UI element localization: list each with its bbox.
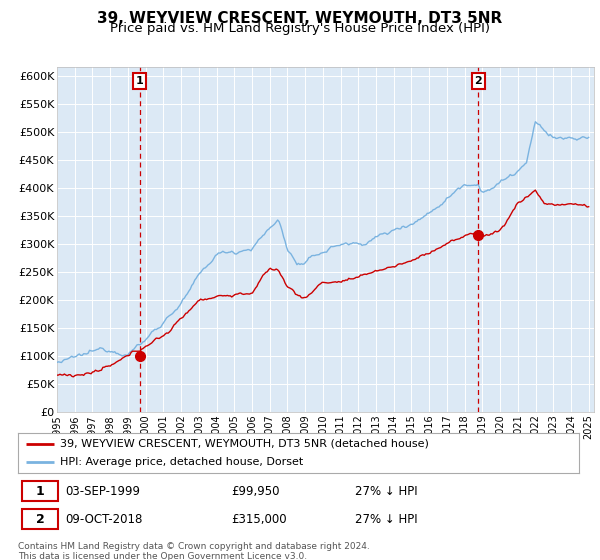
Text: 27% ↓ HPI: 27% ↓ HPI bbox=[355, 512, 417, 526]
FancyBboxPatch shape bbox=[22, 508, 58, 530]
Text: Price paid vs. HM Land Registry's House Price Index (HPI): Price paid vs. HM Land Registry's House … bbox=[110, 22, 490, 35]
FancyBboxPatch shape bbox=[22, 480, 58, 502]
Text: Contains HM Land Registry data © Crown copyright and database right 2024.
This d: Contains HM Land Registry data © Crown c… bbox=[18, 542, 370, 560]
Text: £315,000: £315,000 bbox=[231, 512, 287, 526]
Text: 03-SEP-1999: 03-SEP-1999 bbox=[65, 484, 140, 498]
Text: 2: 2 bbox=[475, 76, 482, 86]
Text: 09-OCT-2018: 09-OCT-2018 bbox=[65, 512, 143, 526]
Text: 1: 1 bbox=[36, 484, 44, 498]
Text: £99,950: £99,950 bbox=[231, 484, 280, 498]
Text: 39, WEYVIEW CRESCENT, WEYMOUTH, DT3 5NR (detached house): 39, WEYVIEW CRESCENT, WEYMOUTH, DT3 5NR … bbox=[60, 439, 429, 449]
Text: 27% ↓ HPI: 27% ↓ HPI bbox=[355, 484, 417, 498]
Text: HPI: Average price, detached house, Dorset: HPI: Average price, detached house, Dors… bbox=[60, 458, 304, 467]
Text: 1: 1 bbox=[136, 76, 143, 86]
Text: 39, WEYVIEW CRESCENT, WEYMOUTH, DT3 5NR: 39, WEYVIEW CRESCENT, WEYMOUTH, DT3 5NR bbox=[97, 11, 503, 26]
Text: 2: 2 bbox=[36, 512, 44, 526]
